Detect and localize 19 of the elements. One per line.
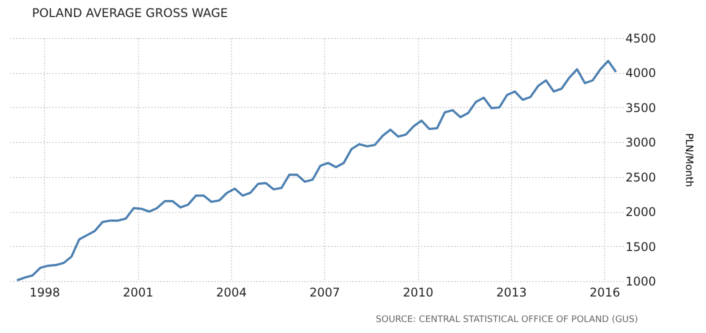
y-tick-label: 4000 <box>626 66 656 80</box>
source-note: SOURCE: CENTRAL STATISTICAL OFFICE OF POLAND (GUS) <box>376 315 638 325</box>
y-tick-label: 1500 <box>626 240 656 254</box>
y-tick-label: 1000 <box>626 274 656 288</box>
y-tick-label: 3000 <box>626 136 656 150</box>
chart-title: POLAND AVERAGE GROSS WAGE <box>32 6 228 20</box>
y-tick-label: 2500 <box>626 170 656 184</box>
y-tick-label: 4500 <box>626 32 656 46</box>
x-tick-label: 2016 <box>590 286 620 300</box>
y-axis-title: PLN/Month <box>683 133 694 187</box>
x-tick-label: 2004 <box>216 286 247 300</box>
line-series <box>16 60 618 282</box>
x-tick-label: 2001 <box>122 286 154 300</box>
x-tick-label: 1998 <box>29 286 60 300</box>
y-tick-label: 3500 <box>626 100 656 115</box>
y-tick-label: 2000 <box>626 205 656 220</box>
x-tick-label: 2010 <box>402 286 434 300</box>
x-tick-label: 2013 <box>496 286 527 300</box>
x-tick-label: 2007 <box>310 286 340 300</box>
